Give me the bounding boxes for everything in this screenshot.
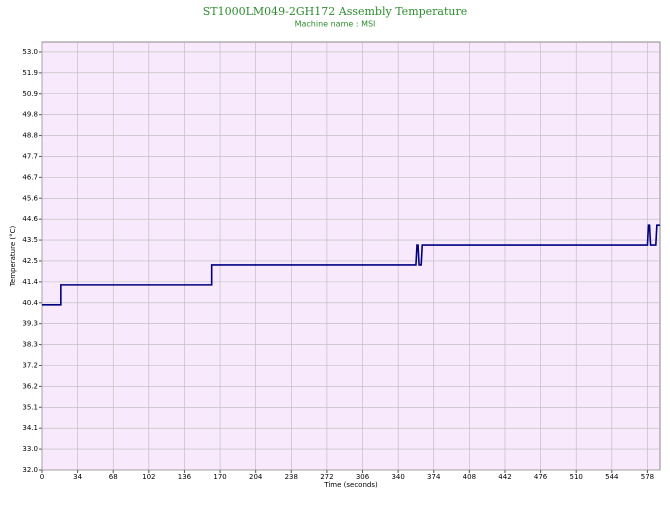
y-tick-label: 34.1 xyxy=(22,424,38,432)
chart-subtitle: Machine name : MSI xyxy=(295,20,376,29)
x-tick-label: 578 xyxy=(641,473,654,481)
y-tick-label: 43.5 xyxy=(22,236,38,244)
y-axis-label: Temperature (°C) xyxy=(9,226,17,288)
y-tick-label: 33.0 xyxy=(22,445,38,453)
y-tick-label: 53.0 xyxy=(22,48,38,56)
plot-area xyxy=(41,41,661,471)
x-tick-label: 476 xyxy=(534,473,548,481)
y-tick-label: 40.4 xyxy=(22,299,38,307)
y-tick-label: 48.8 xyxy=(22,132,38,140)
y-tick-label: 49.8 xyxy=(22,111,38,119)
y-tick-label: 39.3 xyxy=(22,320,38,328)
y-tick-label: 41.4 xyxy=(22,278,38,286)
x-tick-label: 510 xyxy=(570,473,583,481)
x-tick-label: 374 xyxy=(427,473,441,481)
y-tick-label: 51.9 xyxy=(22,69,38,77)
x-tick-label: 0 xyxy=(40,473,44,481)
y-tick-label: 45.6 xyxy=(22,194,38,202)
x-tick-label: 238 xyxy=(285,473,298,481)
y-tick-label: 42.5 xyxy=(22,257,38,265)
y-tick-label: 32.0 xyxy=(22,466,38,474)
x-tick-label: 340 xyxy=(391,473,404,481)
y-tick-label: 36.2 xyxy=(22,382,38,390)
x-tick-label: 442 xyxy=(498,473,511,481)
y-tick-label: 50.9 xyxy=(22,90,38,98)
x-tick-label: 408 xyxy=(463,473,476,481)
x-tick-label: 34 xyxy=(73,473,82,481)
y-tick-label: 46.7 xyxy=(22,173,38,181)
x-tick-label: 272 xyxy=(320,473,333,481)
y-tick-label: 35.1 xyxy=(22,403,38,411)
y-tick-label: 38.3 xyxy=(22,341,38,349)
y-tick-label: 47.7 xyxy=(22,152,38,160)
x-tick-label: 544 xyxy=(605,473,619,481)
y-tick-label: 44.6 xyxy=(22,215,38,223)
chart-title: ST1000LM049-2GH172 Assembly Temperature xyxy=(203,5,468,18)
x-tick-label: 68 xyxy=(109,473,118,481)
x-tick-label: 136 xyxy=(178,473,192,481)
y-tick-label: 37.2 xyxy=(22,361,38,369)
x-axis-label: Time (seconds) xyxy=(323,481,378,489)
data-line xyxy=(42,224,660,306)
x-tick-label: 306 xyxy=(356,473,370,481)
x-tick-label: 102 xyxy=(142,473,155,481)
x-tick-label: 170 xyxy=(213,473,226,481)
x-tick-label: 204 xyxy=(249,473,263,481)
